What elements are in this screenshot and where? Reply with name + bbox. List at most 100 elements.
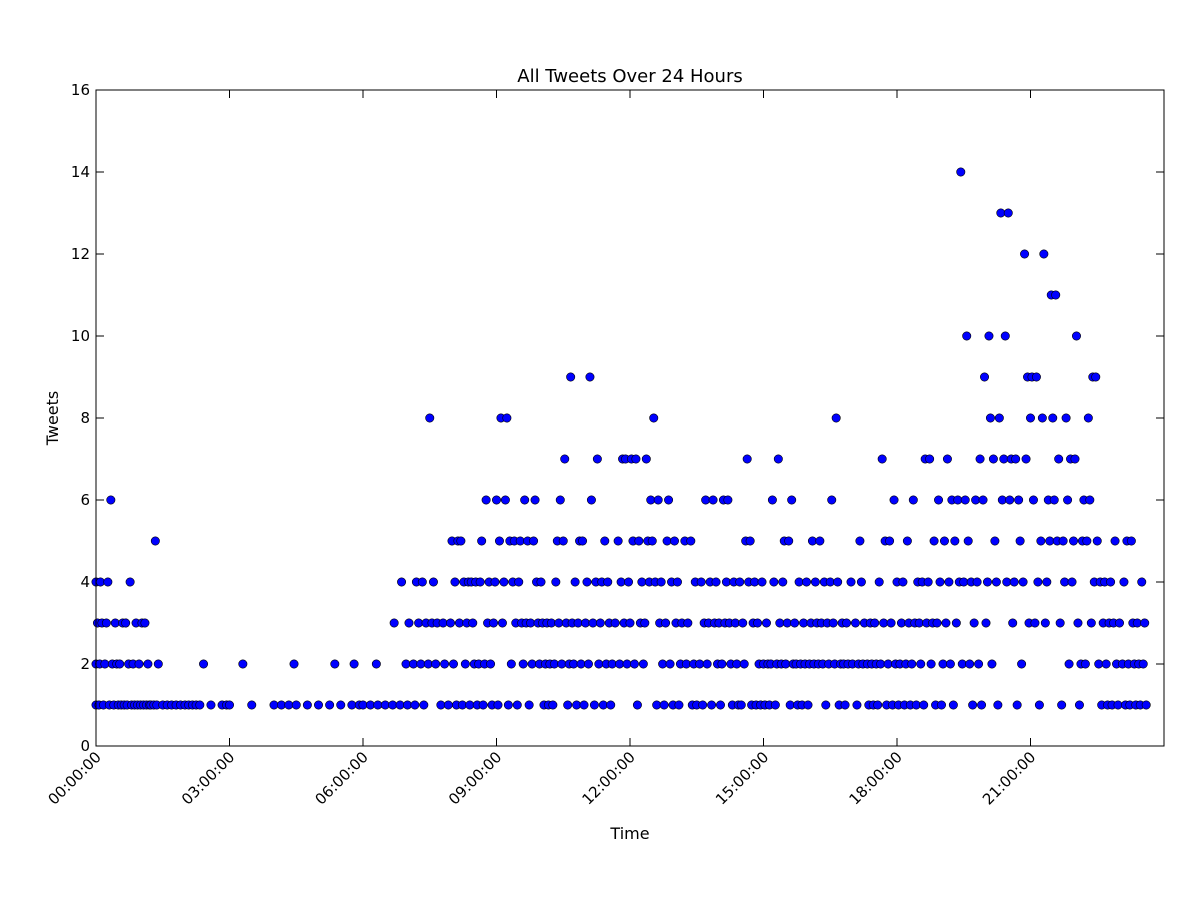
data-point <box>698 700 708 710</box>
data-point <box>497 618 507 628</box>
data-point <box>833 577 843 587</box>
data-point <box>773 454 783 464</box>
data-point <box>767 495 777 505</box>
data-point <box>944 577 954 587</box>
data-point <box>1005 495 1015 505</box>
data-point <box>419 700 429 710</box>
data-point <box>702 659 712 669</box>
data-point <box>649 413 659 423</box>
y-tick-label: 12 <box>71 245 90 263</box>
data-point <box>468 618 478 628</box>
data-point <box>503 700 513 710</box>
data-point <box>486 659 496 669</box>
data-point <box>1080 659 1090 669</box>
data-point <box>1126 536 1136 546</box>
data-point <box>456 536 466 546</box>
data-point <box>977 700 987 710</box>
data-point <box>1015 536 1025 546</box>
data-point <box>757 577 767 587</box>
data-point <box>638 659 648 669</box>
data-point <box>1014 495 1024 505</box>
data-point <box>993 700 1003 710</box>
data-point <box>425 413 435 423</box>
data-point <box>951 618 961 628</box>
data-point <box>143 659 153 669</box>
data-point <box>974 659 984 669</box>
data-point <box>336 700 346 710</box>
data-point <box>664 495 674 505</box>
data-point <box>769 577 779 587</box>
data-point <box>443 700 453 710</box>
data-point <box>708 495 718 505</box>
data-point <box>595 618 605 628</box>
data-point <box>950 536 960 546</box>
data-point <box>802 577 812 587</box>
data-point <box>349 659 359 669</box>
data-point <box>1091 372 1101 382</box>
data-point <box>877 454 887 464</box>
data-point <box>1063 495 1073 505</box>
data-point <box>916 659 926 669</box>
data-point <box>518 659 528 669</box>
data-point <box>1054 454 1064 464</box>
data-point <box>1092 536 1102 546</box>
data-point <box>787 495 797 505</box>
data-point <box>975 454 985 464</box>
data-point <box>631 454 641 464</box>
data-point <box>1051 290 1061 300</box>
data-point <box>1086 618 1096 628</box>
data-point <box>717 659 727 669</box>
data-point <box>1020 249 1030 259</box>
data-point <box>842 618 852 628</box>
data-point <box>1021 454 1031 464</box>
data-point <box>478 700 488 710</box>
data-point <box>991 577 1001 587</box>
data-point <box>1011 454 1021 464</box>
data-point <box>753 618 763 628</box>
data-point <box>514 577 524 587</box>
data-point <box>1049 495 1059 505</box>
data-point <box>404 618 414 628</box>
data-point <box>1083 413 1093 423</box>
data-point <box>874 577 884 587</box>
data-point <box>506 659 516 669</box>
data-point <box>330 659 340 669</box>
data-point <box>969 618 979 628</box>
data-point <box>846 577 856 587</box>
data-point <box>582 577 592 587</box>
data-point <box>982 577 992 587</box>
data-point <box>994 413 1004 423</box>
data-point <box>410 700 420 710</box>
y-tick-label: 14 <box>71 163 90 181</box>
data-point <box>206 700 216 710</box>
data-point <box>491 495 501 505</box>
data-point <box>965 659 975 669</box>
data-point <box>948 700 958 710</box>
data-point <box>968 700 978 710</box>
data-point <box>1039 249 1049 259</box>
chart-title: All Tweets Over 24 Hours <box>517 66 742 87</box>
data-point <box>803 700 813 710</box>
x-tick-label: 00:00:00 <box>44 748 104 808</box>
data-point <box>956 167 966 177</box>
data-point <box>589 700 599 710</box>
data-point <box>735 577 745 587</box>
data-point <box>935 577 945 587</box>
data-point <box>828 618 838 628</box>
data-point <box>815 536 825 546</box>
data-point <box>629 659 639 669</box>
data-point <box>831 413 841 423</box>
y-tick-label: 0 <box>80 737 90 755</box>
data-point <box>711 577 721 587</box>
data-point <box>739 659 749 669</box>
data-point <box>647 536 657 546</box>
data-point <box>659 700 669 710</box>
y-tick-label: 10 <box>71 327 90 345</box>
data-point <box>1115 618 1125 628</box>
data-point <box>723 495 733 505</box>
data-point <box>850 618 860 628</box>
data-point <box>1071 331 1081 341</box>
data-point <box>988 454 998 464</box>
data-point <box>563 700 573 710</box>
data-point <box>962 331 972 341</box>
